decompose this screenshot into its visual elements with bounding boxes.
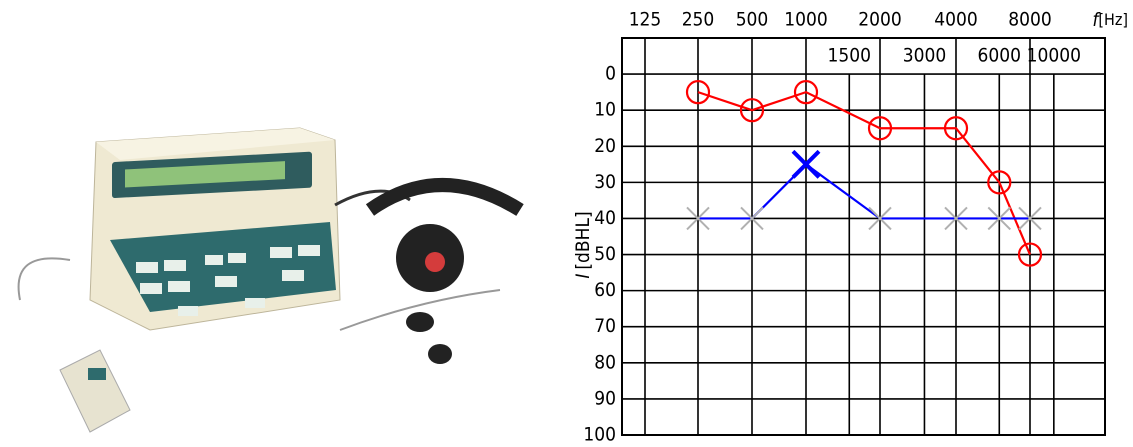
y-tick-label: 50	[594, 243, 616, 265]
x-tick-label: 250	[682, 9, 715, 31]
x-axis-unit: [Hz]	[1098, 10, 1128, 29]
y-axis-label: I [dBHL]	[572, 211, 594, 278]
x-minor-tick-label: 3000	[903, 45, 947, 67]
y-tick-label: 100	[583, 424, 616, 446]
x-minor-tick-label: 1500	[828, 45, 872, 67]
audiogram: 0 10 20 30 40 50 60 70 80 90 100 125 250 500 1000 2000 4…	[572, 9, 1129, 446]
y-tick-label: 20	[594, 135, 616, 157]
series-line	[698, 164, 1030, 218]
x-tick-label: 4000	[934, 9, 978, 31]
y-tick-label: 90	[594, 387, 616, 409]
y-tick-label: 70	[594, 315, 616, 337]
x-tick-label: 8000	[1008, 9, 1052, 31]
y-tick-label: 80	[594, 351, 616, 373]
x-tick-label: 2000	[858, 9, 902, 31]
x-tick-label: 1000	[784, 9, 828, 31]
page: 0 10 20 30 40 50 60 70 80 90 100 125 250 500 1000 2000 4…	[0, 0, 1133, 447]
y-tick-label: 60	[594, 279, 616, 301]
x-tick-label: 125	[629, 9, 662, 31]
x-minor-tick-label: 6000	[978, 45, 1022, 67]
y-tick-label: 10	[594, 99, 616, 121]
y-tick-label: 30	[594, 171, 616, 193]
y-tick-label: 0	[605, 63, 616, 85]
x-minor-tick-label: 10000	[1027, 45, 1081, 67]
x-tick-label: 500	[736, 9, 769, 31]
y-tick-label: 40	[594, 207, 616, 229]
series-line	[698, 92, 1030, 254]
plot-frame	[622, 38, 1105, 435]
y-axis-symbol: I	[572, 274, 594, 279]
x-axis-label: f[Hz]	[1092, 9, 1128, 31]
y-axis-unit: [dBHL]	[572, 211, 594, 269]
audiometer-photo	[19, 128, 520, 432]
